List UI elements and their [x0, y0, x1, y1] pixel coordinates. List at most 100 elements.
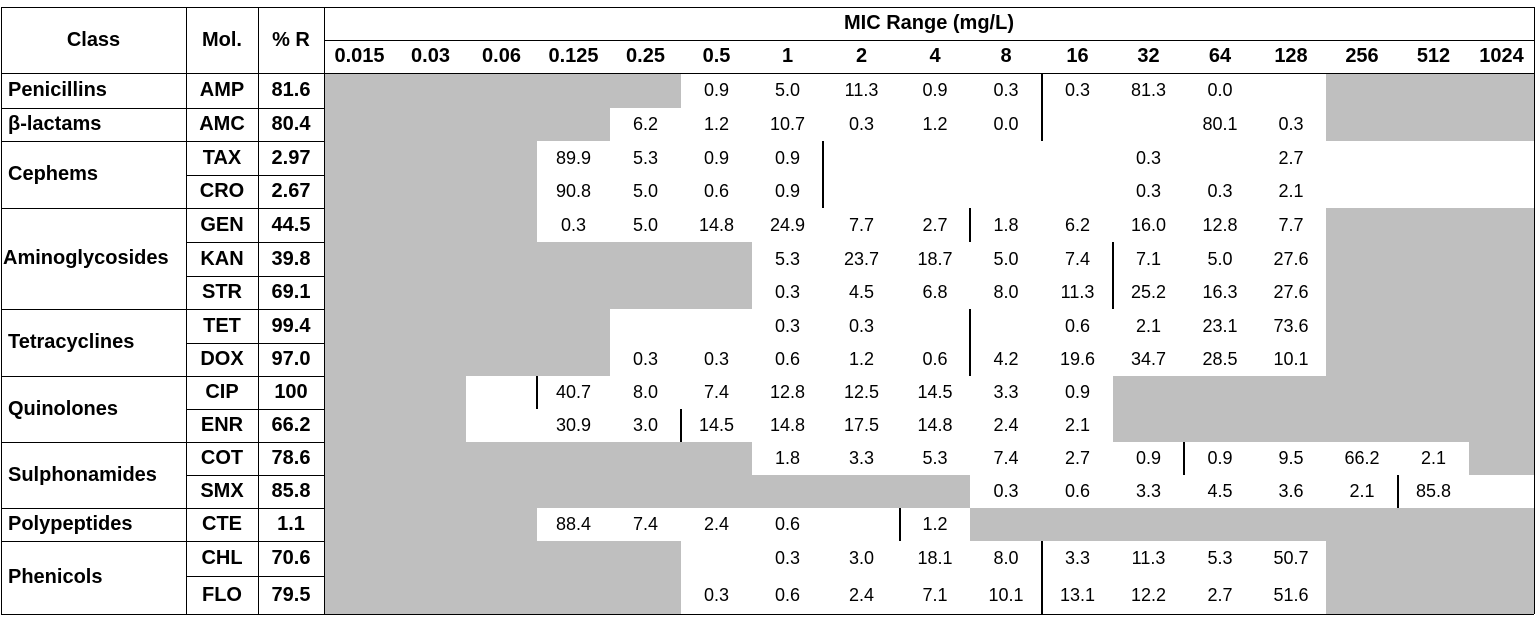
mic-percentage-value: 1.2	[922, 114, 948, 134]
untested-range-cell	[1184, 409, 1256, 442]
untested-range-cell	[610, 276, 681, 309]
untested-range-cell	[752, 475, 823, 508]
untested-range-cell	[537, 343, 610, 376]
antibiotic-class-label: Quinolones	[8, 397, 118, 420]
mic-percentage-value: 0.6	[922, 349, 948, 369]
percent-resistant-value: 70.6	[271, 547, 311, 569]
mic-percentage-value: 0.3	[703, 349, 730, 369]
mic-percentage-value: 7.4	[1064, 248, 1091, 269]
mic-percentage-value: 3.3	[1064, 548, 1091, 568]
untested-range-cell	[466, 276, 537, 309]
percent-resistant-value: 69.1	[271, 281, 311, 303]
untested-range-cell	[1398, 108, 1469, 141]
resistance-breakpoint-line	[822, 175, 824, 208]
untested-range-cell	[466, 141, 537, 175]
resistance-breakpoint-line	[1183, 442, 1185, 475]
untested-range-cell	[1256, 508, 1326, 541]
untested-range-cell	[395, 141, 466, 175]
resistance-breakpoint-line	[1041, 73, 1043, 108]
untested-range-cell	[466, 508, 537, 541]
mic-percentage-value: 7.1	[1135, 248, 1162, 269]
mic-percentage-value: 2.7	[922, 214, 948, 235]
molecule-code: SMX	[200, 480, 244, 502]
molecule-code: KAN	[200, 247, 244, 270]
untested-range-cell	[1398, 208, 1469, 242]
mic-percentage-value: 27.6	[1273, 282, 1309, 302]
class-group-divider	[1, 508, 324, 509]
mic-percentage-value: 3.3	[1135, 481, 1162, 501]
mic-percentage-value: 7.4	[993, 448, 1019, 468]
untested-range-cell	[324, 175, 395, 208]
untested-range-cell	[1469, 508, 1534, 541]
table-border-right	[1534, 7, 1535, 614]
untested-range-cell	[1398, 242, 1469, 276]
mic-percentage-value: 85.8	[1415, 481, 1452, 501]
mic-percentage-value: 12.8	[1202, 214, 1238, 235]
molecule-code: FLO	[202, 583, 242, 606]
mic-percentage-value: 2.1	[1420, 448, 1447, 468]
mic-percentage-value: 34.7	[1130, 349, 1167, 369]
untested-range-cell	[1256, 409, 1326, 442]
untested-range-cell	[610, 576, 681, 614]
mic-percentage-value: 2.4	[848, 584, 875, 605]
untested-range-cell	[1326, 242, 1398, 276]
mic-percentage-value: 0.3	[1278, 114, 1304, 134]
antibiotic-class-label: Phenicols	[8, 566, 103, 588]
mic-percentage-value: 12.8	[769, 382, 806, 402]
resistance-breakpoint-line	[1112, 242, 1114, 276]
column-divider	[324, 7, 325, 614]
untested-range-cell	[395, 376, 466, 409]
untested-range-cell	[324, 508, 395, 541]
untested-range-cell	[1469, 376, 1534, 409]
percent-resistant-value: 79.5	[271, 583, 311, 606]
molecule-header: Mol.	[202, 28, 242, 51]
untested-range-cell	[466, 309, 537, 343]
untested-range-cell	[1469, 576, 1534, 614]
untested-range-cell	[1113, 409, 1184, 442]
header-subdivider	[324, 40, 1534, 41]
mic-percentage-value: 5.0	[1207, 248, 1233, 269]
untested-range-cell	[395, 309, 466, 343]
untested-range-cell	[610, 442, 681, 475]
mic-percentage-value: 0.9	[1135, 448, 1162, 468]
mic-percentage-value: 4.5	[848, 282, 875, 302]
row-divider	[186, 442, 324, 443]
untested-range-cell	[1398, 508, 1469, 541]
concentration-header: 0.015	[334, 45, 385, 67]
class-header: Class	[66, 28, 121, 51]
untested-range-cell	[1398, 309, 1469, 343]
class-group-divider	[1, 208, 324, 209]
untested-range-cell	[537, 242, 610, 276]
antibiotic-class-label: Tetracyclines	[8, 331, 135, 353]
mic-percentage-value: 88.4	[555, 514, 592, 534]
mic-percentage-value: 2.7	[1207, 584, 1233, 605]
resistance-breakpoint-line	[1041, 108, 1043, 141]
untested-range-cell	[537, 541, 610, 576]
mic-percentage-value: 0.3	[1135, 181, 1162, 201]
mic-percentage-value: 14.5	[698, 415, 735, 435]
row-divider	[186, 73, 324, 74]
untested-range-cell	[1184, 376, 1256, 409]
untested-range-cell	[466, 343, 537, 376]
untested-range-cell	[1184, 508, 1256, 541]
antibiotic-class-label: Sulphonamides	[8, 463, 157, 486]
percent-resistant-value: 97.0	[271, 348, 311, 370]
untested-range-cell	[324, 376, 395, 409]
mic-percentage-value: 3.6	[1278, 481, 1304, 501]
mic-percentage-value: 2.1	[1135, 315, 1162, 336]
mic-percentage-value: 8.0	[993, 548, 1019, 568]
concentration-header: 16	[1066, 45, 1089, 67]
untested-range-cell	[395, 409, 466, 442]
concentration-header: 32	[1137, 45, 1160, 67]
untested-range-cell	[537, 442, 610, 475]
untested-range-cell	[395, 343, 466, 376]
untested-range-cell	[681, 442, 752, 475]
untested-range-cell	[324, 108, 395, 141]
mic-percentage-value: 81.3	[1130, 80, 1167, 100]
percent-resistant-value: 78.6	[271, 447, 311, 469]
mic-percentage-value: 10.1	[1273, 349, 1309, 369]
untested-range-cell	[1326, 576, 1398, 614]
antibiotic-class-label: Cephems	[8, 163, 99, 185]
mic-percentage-value: 2.4	[993, 415, 1019, 435]
